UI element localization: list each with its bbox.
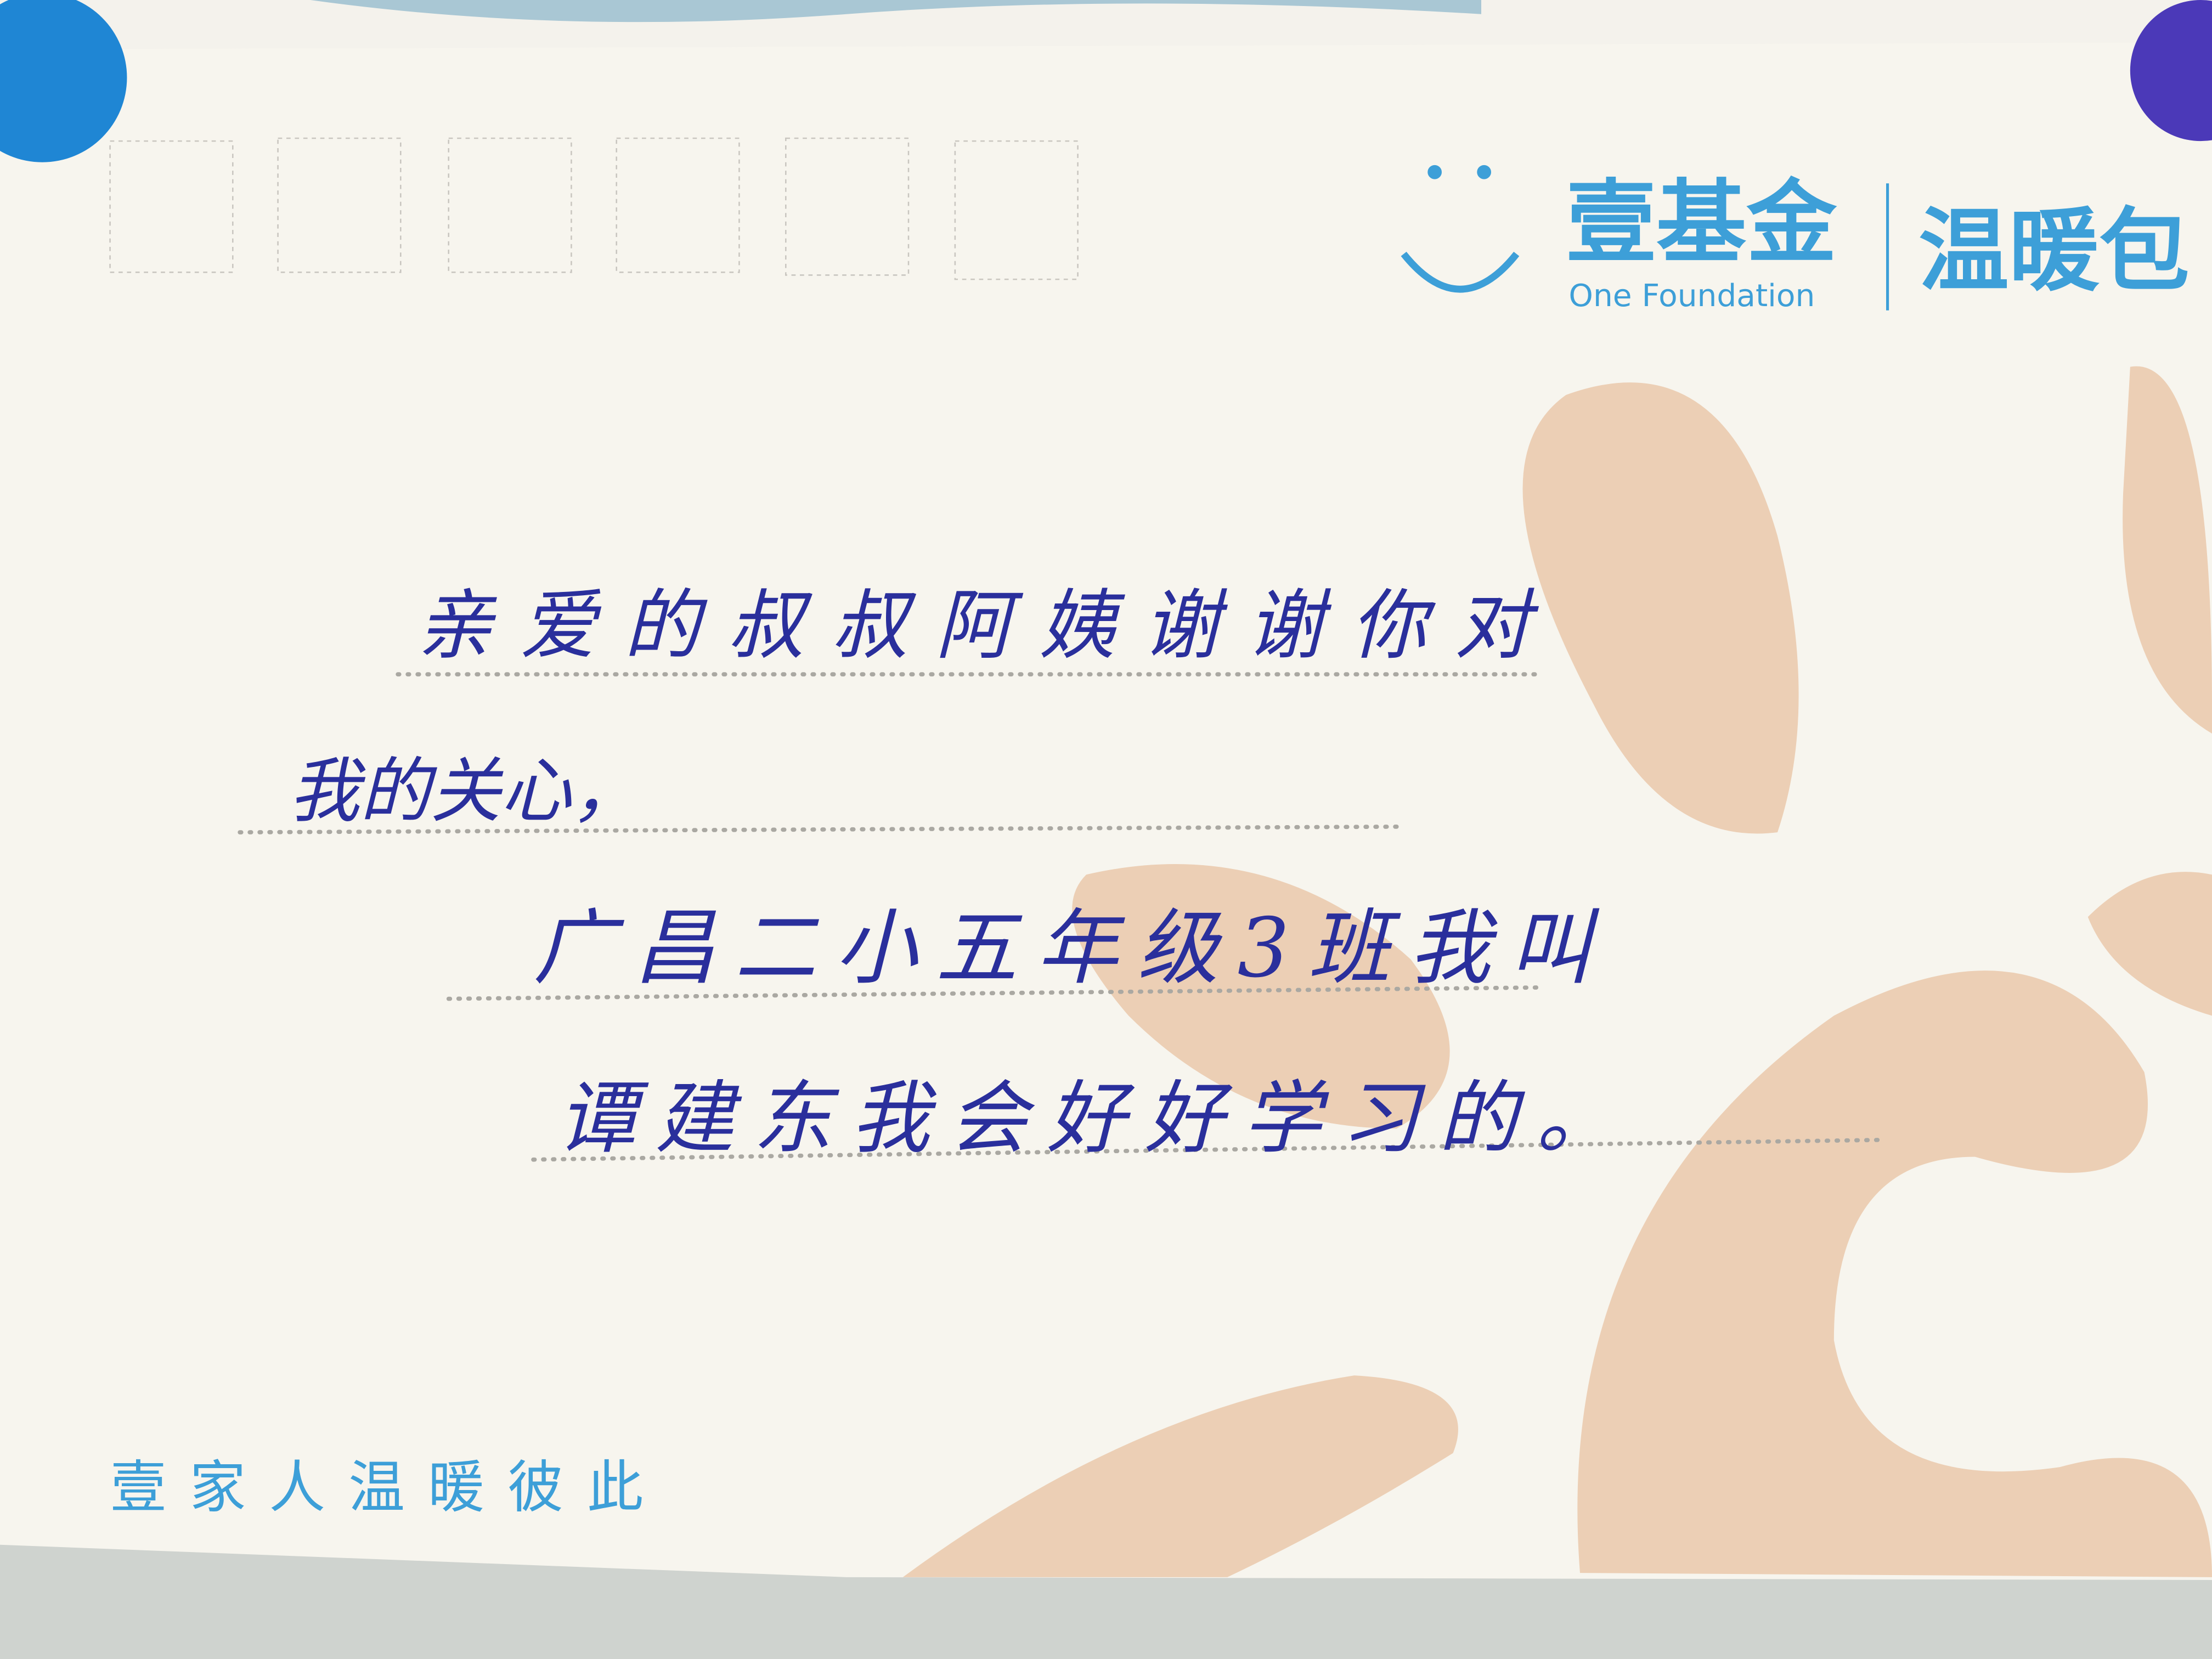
handwritten-line: 谭建东我会好好学习的。	[557, 1072, 1616, 1164]
push-pin	[0, 0, 127, 162]
logo-eye	[1427, 165, 1442, 179]
logo: 壹基金 One Foundation 温暖包	[1401, 165, 2190, 314]
decor-shape	[902, 1375, 1458, 1577]
handwritten-line: 广昌二小五年级3班我叫	[533, 901, 1599, 996]
handwritten-line: 我的关心，	[289, 751, 642, 832]
slogan: 壹家人温暖彼此	[110, 1455, 644, 1520]
logo-smile	[1401, 251, 1520, 293]
logo-campaign: 温暖包	[1918, 198, 2190, 303]
handwritten-line: 亲爱的叔叔阿姨谢谢你对	[416, 581, 1539, 670]
postcode-boxes	[109, 137, 1079, 280]
logo-brand: 壹基金	[1566, 170, 1837, 275]
decor-shape	[1577, 970, 2212, 1577]
logo-eye	[1477, 165, 1491, 179]
logo-brand-en: One Foundation	[1568, 278, 1815, 314]
top-pattern	[310, 0, 1481, 22]
push-pin	[2130, 0, 2212, 142]
writing-lines	[238, 672, 1887, 1162]
decor-shape	[2087, 872, 2212, 1016]
decor-shape	[2123, 366, 2212, 734]
decor-shape	[1522, 382, 1799, 834]
decor-shape	[1072, 864, 1450, 1129]
